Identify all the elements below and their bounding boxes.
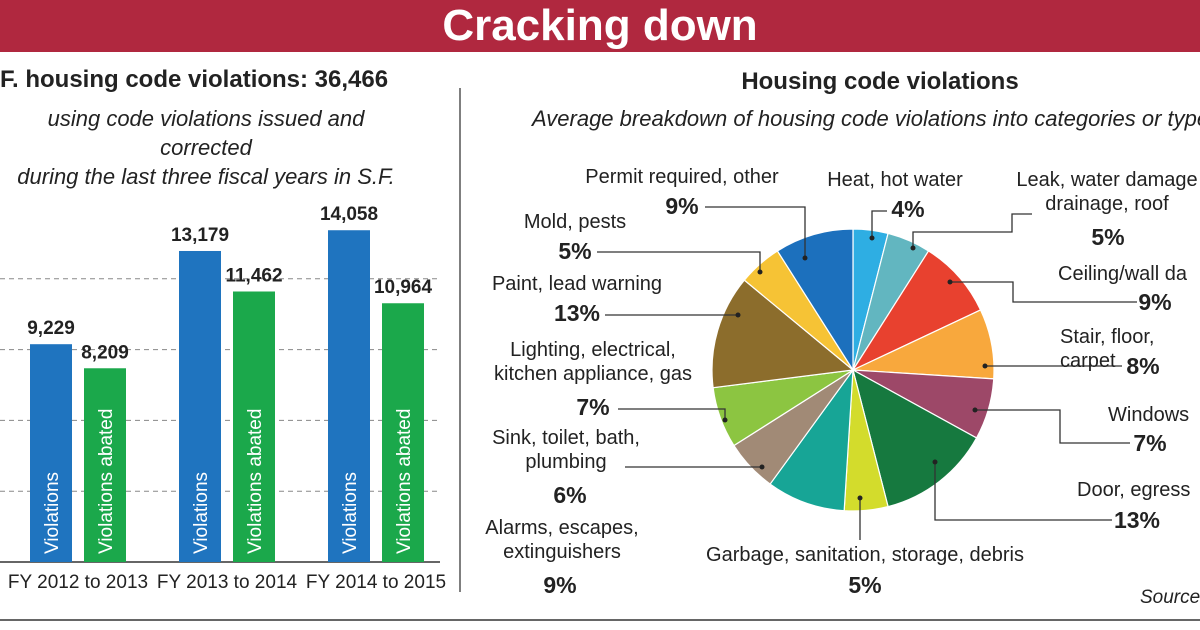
leader-dot — [722, 417, 728, 423]
pie-chart-subtitle: Average breakdown of housing code violat… — [532, 106, 1200, 131]
slice-label: Permit required, other — [585, 166, 779, 188]
bar — [328, 230, 370, 562]
x-tick-label: FY 2014 to 2015 — [306, 572, 446, 593]
banner — [0, 0, 1200, 52]
bar-series-name: Violations abated — [96, 409, 117, 554]
bar-value-label: 14,058 — [320, 204, 378, 225]
leader-dot — [857, 495, 863, 501]
leader-dot — [972, 407, 978, 413]
slice-value-label: 5% — [848, 572, 882, 598]
slice-value-label: 5% — [558, 238, 592, 264]
slice-value-label: 9% — [665, 193, 699, 219]
pie-slice — [776, 228, 854, 373]
leader-line — [975, 409, 1130, 444]
bar — [30, 344, 72, 562]
slice-label: Garbage, sanitation, storage, debris — [706, 544, 1024, 566]
slice-value-label: 8% — [1126, 353, 1160, 379]
slice-label: Stair, floor, carpet — [1060, 326, 1155, 372]
page-title: Cracking down — [442, 1, 758, 50]
bar-chart-title: F. housing code violations: 36,466 — [0, 66, 389, 93]
slice-value-label: 9% — [543, 572, 577, 598]
bar — [382, 303, 424, 562]
slice-value-label: 9% — [1138, 289, 1172, 315]
slice-value-label: 6% — [553, 482, 587, 508]
slice-label: Ceiling/wall da — [1058, 263, 1187, 285]
leader-line — [950, 281, 1137, 303]
slice-label: Sink, toilet, bath, plumbing — [492, 427, 640, 473]
bar-series-name: Violations — [191, 472, 212, 554]
bar-value-label: 13,179 — [171, 225, 229, 246]
leader-dot — [910, 245, 916, 251]
slice-label: Door, egress — [1077, 479, 1191, 501]
bar — [233, 291, 275, 562]
leader-dot — [947, 279, 953, 285]
leader-dot — [869, 235, 875, 241]
pie-slice — [852, 368, 978, 508]
slice-value-label: 7% — [1133, 430, 1167, 456]
slice-label: Paint, lead warning — [491, 273, 663, 295]
leader-dot — [735, 312, 741, 318]
slice-value-label: 4% — [891, 196, 925, 222]
bar-value-label: 10,964 — [374, 277, 433, 298]
leader-dot — [759, 464, 765, 470]
leader-line — [597, 251, 761, 272]
slice-label: Alarms, escapes, extinguishers — [485, 517, 639, 563]
leader-line — [912, 213, 1032, 248]
pie-slice — [711, 279, 855, 389]
x-tick-label: FY 2012 to 2013 — [8, 572, 148, 593]
slice-label: Lighting, electrical, kitchen appliance,… — [494, 339, 692, 385]
slice-value-label: 13% — [553, 300, 601, 326]
leader-line — [705, 206, 806, 258]
source: Source — [1140, 587, 1200, 608]
leader-dot — [932, 459, 938, 465]
bar-series-name: Violations abated — [245, 409, 266, 554]
bar-series-name: Violations abated — [394, 409, 415, 554]
pie-slice — [769, 367, 854, 512]
slice-value-label: 7% — [576, 394, 610, 420]
bar-series-name: Violations — [340, 472, 361, 554]
slice-value-label: 13% — [1113, 507, 1161, 533]
slice-label: Heat, hot water — [827, 169, 963, 191]
bar-value-label: 8,209 — [81, 342, 129, 363]
leader-dot — [802, 255, 808, 261]
bar-value-label: 9,229 — [27, 318, 75, 339]
leader-dot — [982, 363, 988, 369]
pie-chart-title: Housing code violations — [741, 68, 1019, 95]
leader-line — [934, 462, 1112, 521]
slice-label: Windows — [1108, 404, 1190, 426]
bar — [84, 368, 126, 562]
slice-label: Leak, water damage drainage, roof — [1016, 169, 1198, 215]
x-tick-label: FY 2013 to 2014 — [157, 572, 298, 593]
slice-label: Mold, pests — [523, 211, 627, 233]
leader-line — [871, 210, 887, 238]
bar — [179, 250, 221, 563]
leader-line — [618, 408, 726, 420]
bar-value-label: 11,462 — [225, 265, 282, 286]
bar-series-name: Violations — [42, 472, 63, 554]
slice-value-label: 5% — [1091, 224, 1125, 250]
leader-dot — [757, 269, 763, 275]
bar-chart-subtitle: using code violations issued and correct… — [17, 106, 395, 189]
